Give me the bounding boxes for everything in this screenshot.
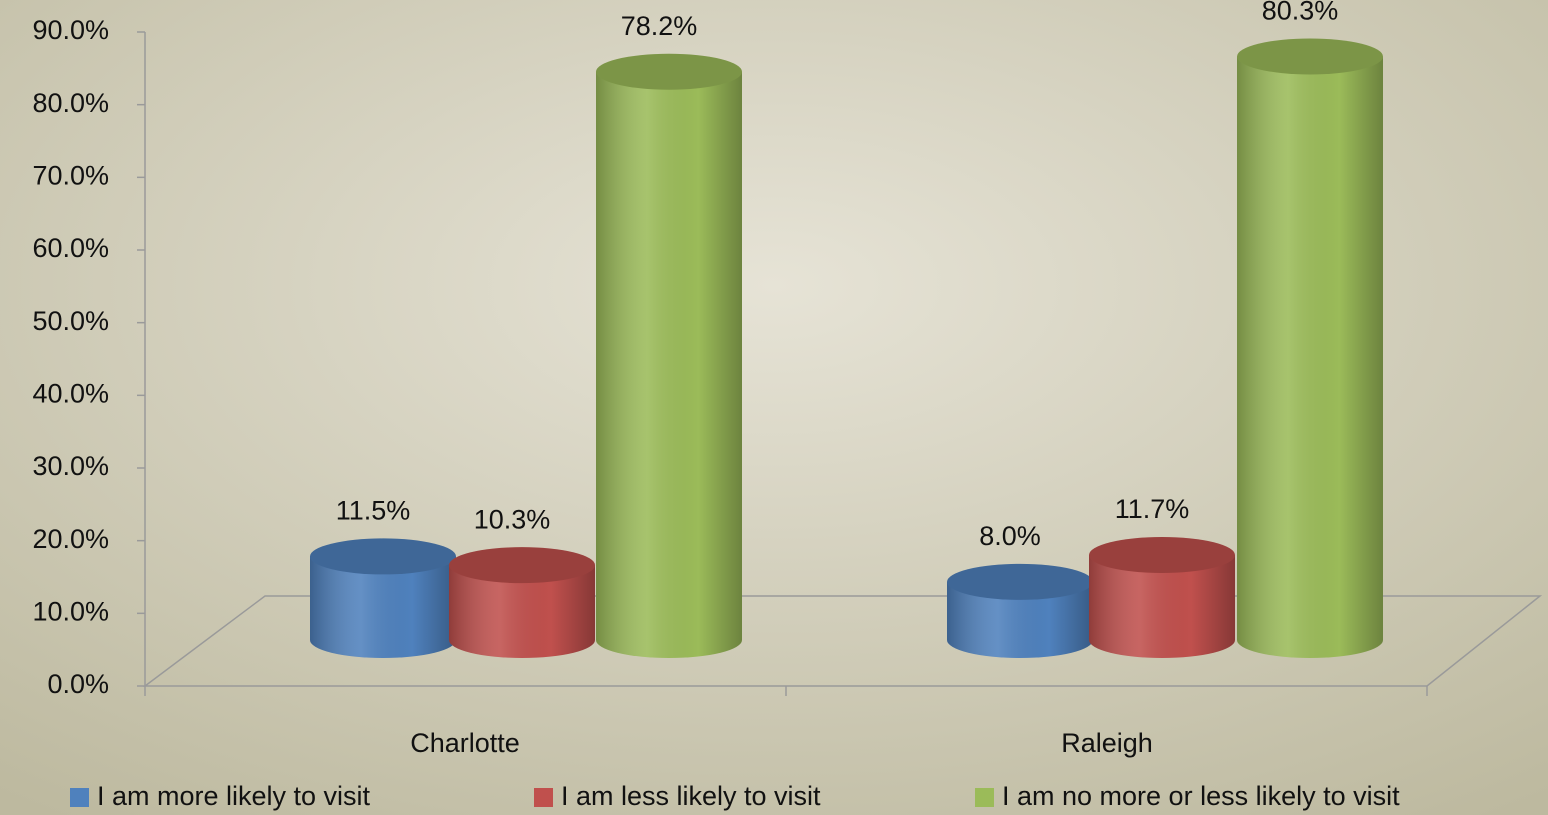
legend-swatch (975, 788, 994, 807)
legend-label: I am no more or less likely to visit (1002, 781, 1400, 811)
y-tick-label: 60.0% (32, 233, 109, 263)
cylinder-top (596, 53, 742, 90)
cylinder-top-shade (1089, 536, 1235, 573)
y-tick-label: 0.0% (47, 669, 109, 699)
legend-swatch (70, 788, 89, 807)
cylinder-top (449, 547, 595, 584)
cylinder-top (1089, 536, 1235, 573)
value-label: 80.3% (1262, 0, 1339, 26)
y-tick-label: 20.0% (32, 524, 109, 554)
y-tick-label: 50.0% (32, 306, 109, 336)
cylinder-top (947, 563, 1093, 600)
value-label: 10.3% (474, 504, 551, 534)
y-tick-label: 40.0% (32, 378, 109, 408)
bar-shade (1237, 56, 1383, 640)
cylinder-top-shade (310, 538, 456, 575)
legend-label: I am less likely to visit (561, 781, 821, 811)
y-tick-label: 10.0% (32, 596, 109, 626)
x-tick-label: Charlotte (410, 728, 520, 758)
cylinder-top (1237, 38, 1383, 75)
cylinder-top-shade (1237, 38, 1383, 75)
y-tick-label: 70.0% (32, 160, 109, 190)
legend-label: I am more likely to visit (97, 781, 371, 811)
x-tick-label: Raleigh (1061, 728, 1153, 758)
floor (142, 595, 1543, 687)
value-label: 11.7% (1115, 494, 1190, 524)
y-tick-label: 90.0% (32, 15, 109, 45)
bar-shade (596, 71, 742, 641)
y-tick-label: 80.0% (32, 88, 109, 118)
cylinder-top-shade (596, 53, 742, 90)
value-label: 11.5% (336, 496, 411, 526)
legend-swatch (534, 788, 553, 807)
value-label: 78.2% (621, 11, 698, 41)
cylinder-top-shade (947, 563, 1093, 600)
cylinder-top-shade (449, 547, 595, 584)
value-label: 8.0% (979, 521, 1041, 551)
y-tick-label: 30.0% (32, 451, 109, 481)
cylinder-top (310, 538, 456, 575)
